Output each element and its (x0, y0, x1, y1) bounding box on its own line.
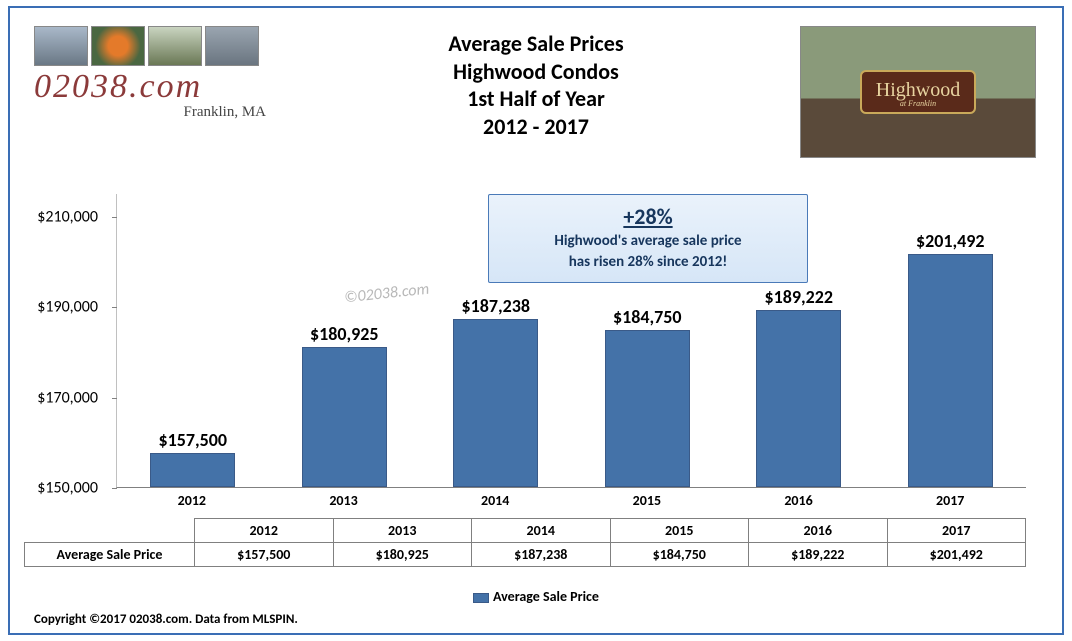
y-tick-label: $150,000 (14, 479, 98, 498)
tick-mark (112, 307, 117, 308)
table-year: 2012 (195, 519, 334, 543)
table-value: $189,222 (749, 543, 888, 567)
callout-text-line: has risen 28% since 2012! (499, 253, 797, 272)
x-tick-label: 2012 (116, 492, 268, 516)
legend-swatch-icon (473, 593, 489, 603)
table-value: $180,925 (333, 543, 472, 567)
table-year: 2017 (887, 519, 1026, 543)
bar-slot: $184,750 (572, 306, 723, 487)
header-photo: Highwood at Franklin (800, 26, 1036, 158)
tick-mark (112, 217, 117, 218)
bar (756, 310, 841, 487)
table-year: 2014 (472, 519, 611, 543)
x-tick-label: 2017 (874, 492, 1026, 516)
tick-mark (112, 398, 117, 399)
table-year: 2016 (749, 519, 888, 543)
sign-main: Highwood (876, 80, 960, 100)
blank-cell (25, 519, 195, 543)
bar (453, 319, 538, 487)
y-tick-label: $210,000 (14, 207, 98, 226)
table-year: 2015 (610, 519, 749, 543)
data-table: 2012 2013 2014 2015 2016 2017 Average Sa… (24, 518, 1026, 567)
copyright-text: Copyright ©2017 02038.com. Data from MLS… (34, 612, 298, 627)
callout-box: +28% Highwood's average sale price has r… (488, 194, 808, 283)
bar-slot: $180,925 (268, 323, 419, 487)
callout-text-line: Highwood's average sale price (499, 232, 797, 251)
x-tick-label: 2014 (419, 492, 571, 516)
bar (908, 254, 993, 487)
table-value: $157,500 (195, 543, 334, 567)
highwood-sign-icon: Highwood at Franklin (860, 70, 976, 114)
bar-value-label: $184,750 (613, 306, 682, 328)
table-value: $184,750 (610, 543, 749, 567)
bar (150, 453, 235, 487)
bar (302, 347, 387, 487)
table-row: Average Sale Price $157,500 $180,925 $18… (25, 543, 1026, 567)
table-year: 2013 (333, 519, 472, 543)
bar-value-label: $189,222 (764, 286, 833, 308)
x-tick-label: 2016 (723, 492, 875, 516)
bar-value-label: $180,925 (310, 323, 379, 345)
bar-value-label: $201,492 (916, 230, 985, 252)
table-row-label: Average Sale Price (25, 543, 195, 567)
table-row: 2012 2013 2014 2015 2016 2017 (25, 519, 1026, 543)
bar-slot: $189,222 (723, 286, 874, 487)
legend-label: Average Sale Price (493, 588, 599, 605)
tick-mark (112, 488, 117, 489)
chart-container: 02038.com Franklin, MA Average Sale Pric… (8, 6, 1064, 635)
x-tick-label: 2015 (571, 492, 723, 516)
legend: Average Sale Price (10, 588, 1062, 605)
callout-percent: +28% (499, 203, 797, 230)
bar-value-label: $157,500 (158, 429, 227, 451)
x-axis-labels: 201220132014201520162017 (116, 492, 1026, 516)
y-axis: $150,000$170,000$190,000$210,000 (24, 194, 108, 484)
bar-slot: $201,492 (875, 230, 1026, 487)
y-tick-label: $170,000 (14, 388, 98, 407)
table-value: $187,238 (472, 543, 611, 567)
bar-value-label: $187,238 (461, 295, 530, 317)
table-value: $201,492 (887, 543, 1026, 567)
sign-sub: at Franklin (876, 100, 960, 108)
bar-slot: $187,238 (420, 295, 571, 487)
y-tick-label: $190,000 (14, 298, 98, 317)
x-tick-label: 2013 (268, 492, 420, 516)
bar (605, 330, 690, 487)
bar-slot: $157,500 (117, 429, 268, 487)
